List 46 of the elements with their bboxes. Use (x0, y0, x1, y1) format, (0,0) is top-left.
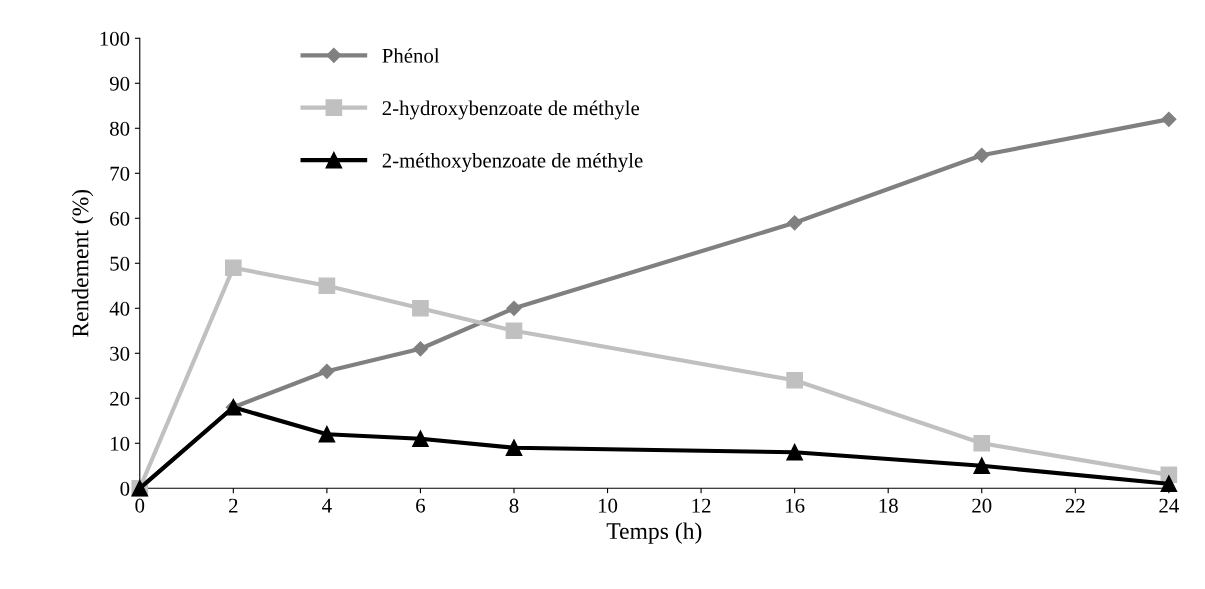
x-tick-label: 4 (322, 498, 332, 513)
point (786, 443, 803, 461)
x-axis-title: Temps (h) (606, 522, 702, 544)
x-tick-label: 16 (786, 498, 805, 513)
y-tick-label: 20 (110, 391, 130, 406)
legend-label: 2-hydroxybenzoate de méthyle (382, 100, 640, 120)
y-tick-label: 90 (109, 76, 130, 91)
point (318, 425, 336, 443)
x-tick-label: 10 (598, 498, 618, 513)
point (973, 457, 991, 475)
y-tick-label: 100 (100, 31, 130, 46)
y-axis-title: Rendement (%) (71, 189, 94, 338)
point (505, 439, 523, 457)
x-tick-label: 20 (972, 498, 992, 513)
y-tick-label: 70 (110, 166, 130, 181)
point (973, 434, 991, 452)
y-tick-label: 10 (111, 436, 130, 451)
point (224, 259, 242, 277)
point (1161, 111, 1177, 127)
y-tick-label: 50 (110, 256, 130, 271)
point (506, 300, 522, 316)
y-tick-label: 80 (110, 121, 130, 136)
point (786, 371, 803, 389)
point (319, 363, 335, 379)
point (318, 277, 336, 295)
legend-label: Phénol (382, 48, 440, 63)
point (505, 322, 523, 340)
point (412, 299, 429, 317)
x-tick-label: 12 (692, 498, 711, 513)
point (1160, 475, 1178, 493)
x-tick-label: 24 (1159, 498, 1179, 513)
y-tick-label: 40 (109, 301, 130, 316)
point (412, 341, 429, 357)
y-tick-label: 0 (120, 481, 130, 496)
y-tick-label: 60 (110, 211, 130, 226)
x-tick-label: 8 (509, 498, 519, 513)
point (974, 147, 990, 163)
x-tick-label: 18 (879, 498, 898, 513)
y-tick-label: 30 (110, 346, 130, 361)
x-tick-label: 22 (1065, 498, 1085, 513)
legend-label: 2-méthoxybenzoate de méthyle (382, 152, 643, 172)
point (787, 215, 803, 231)
x-tick-label: 2 (229, 498, 238, 513)
point (412, 430, 429, 448)
x-tick-label: 6 (416, 498, 426, 513)
x-tick-label: 0 (135, 498, 145, 513)
